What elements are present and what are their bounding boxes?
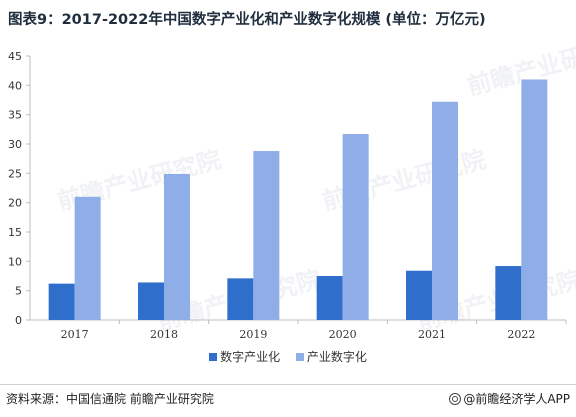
bar-series1 xyxy=(48,283,75,320)
chart-axes: 0 5 10 15 20 25 30 35 40 45 2017 2018 2019 2020 2021 20… xyxy=(8,50,567,341)
chart-title: 图表9：2017-2022年中国数字产业化和产业数字化规模 (单位：万亿元) xyxy=(8,12,486,28)
y-tick-label: 35 xyxy=(8,109,22,122)
legend-item-series2: 产业数字化 xyxy=(295,348,367,365)
watermark-text: 前瞻产业研究院 xyxy=(464,30,576,101)
bar-series1 xyxy=(495,266,522,320)
y-tick-label: 15 xyxy=(8,226,22,239)
bar-series2 xyxy=(521,79,548,320)
legend-item-series1: 数字产业化 xyxy=(209,348,280,365)
legend-label-series1: 数字产业化 xyxy=(220,350,281,364)
brand-text: @前瞻经济学人APP xyxy=(463,392,570,406)
bar-series2 xyxy=(164,173,190,320)
legend-swatch-series1 xyxy=(209,353,218,361)
footer-divider xyxy=(0,384,576,385)
bar-series1 xyxy=(138,282,164,320)
y-tick-label: 20 xyxy=(8,197,22,210)
x-tick-label: 2021 xyxy=(418,328,446,341)
y-tick-label: 45 xyxy=(8,50,22,63)
x-tick-label: 2017 xyxy=(61,328,89,341)
bar-series2 xyxy=(432,101,458,320)
y-tick-label: 10 xyxy=(8,255,22,268)
y-tick-label: 5 xyxy=(15,285,22,298)
brand-logo-icon xyxy=(449,393,462,405)
source-note: 资料来源：中国信通院 前瞻产业研究院 xyxy=(6,392,214,406)
bar-series2 xyxy=(74,196,101,320)
y-tick-label: 40 xyxy=(8,79,22,92)
x-tick-label: 2022 xyxy=(507,328,535,341)
brand-credit: @前瞻经济学人APP xyxy=(449,390,570,407)
legend-swatch-series2 xyxy=(295,353,304,361)
chart-bars xyxy=(48,79,548,320)
y-tick-label: 30 xyxy=(8,138,22,151)
bar-series2 xyxy=(253,151,280,320)
x-tick-label: 2018 xyxy=(150,328,178,341)
bar-series1 xyxy=(227,278,254,320)
bar-series2 xyxy=(342,134,369,320)
chart-legend: 数字产业化 产业数字化 xyxy=(0,348,576,365)
bar-series1 xyxy=(406,270,432,320)
x-tick-label: 2019 xyxy=(239,328,267,341)
y-tick-label: 0 xyxy=(15,314,22,327)
y-tick-label: 25 xyxy=(8,167,22,180)
x-tick-label: 2020 xyxy=(329,328,357,341)
legend-label-series2: 产业数字化 xyxy=(306,350,367,364)
bar-series1 xyxy=(316,276,343,320)
